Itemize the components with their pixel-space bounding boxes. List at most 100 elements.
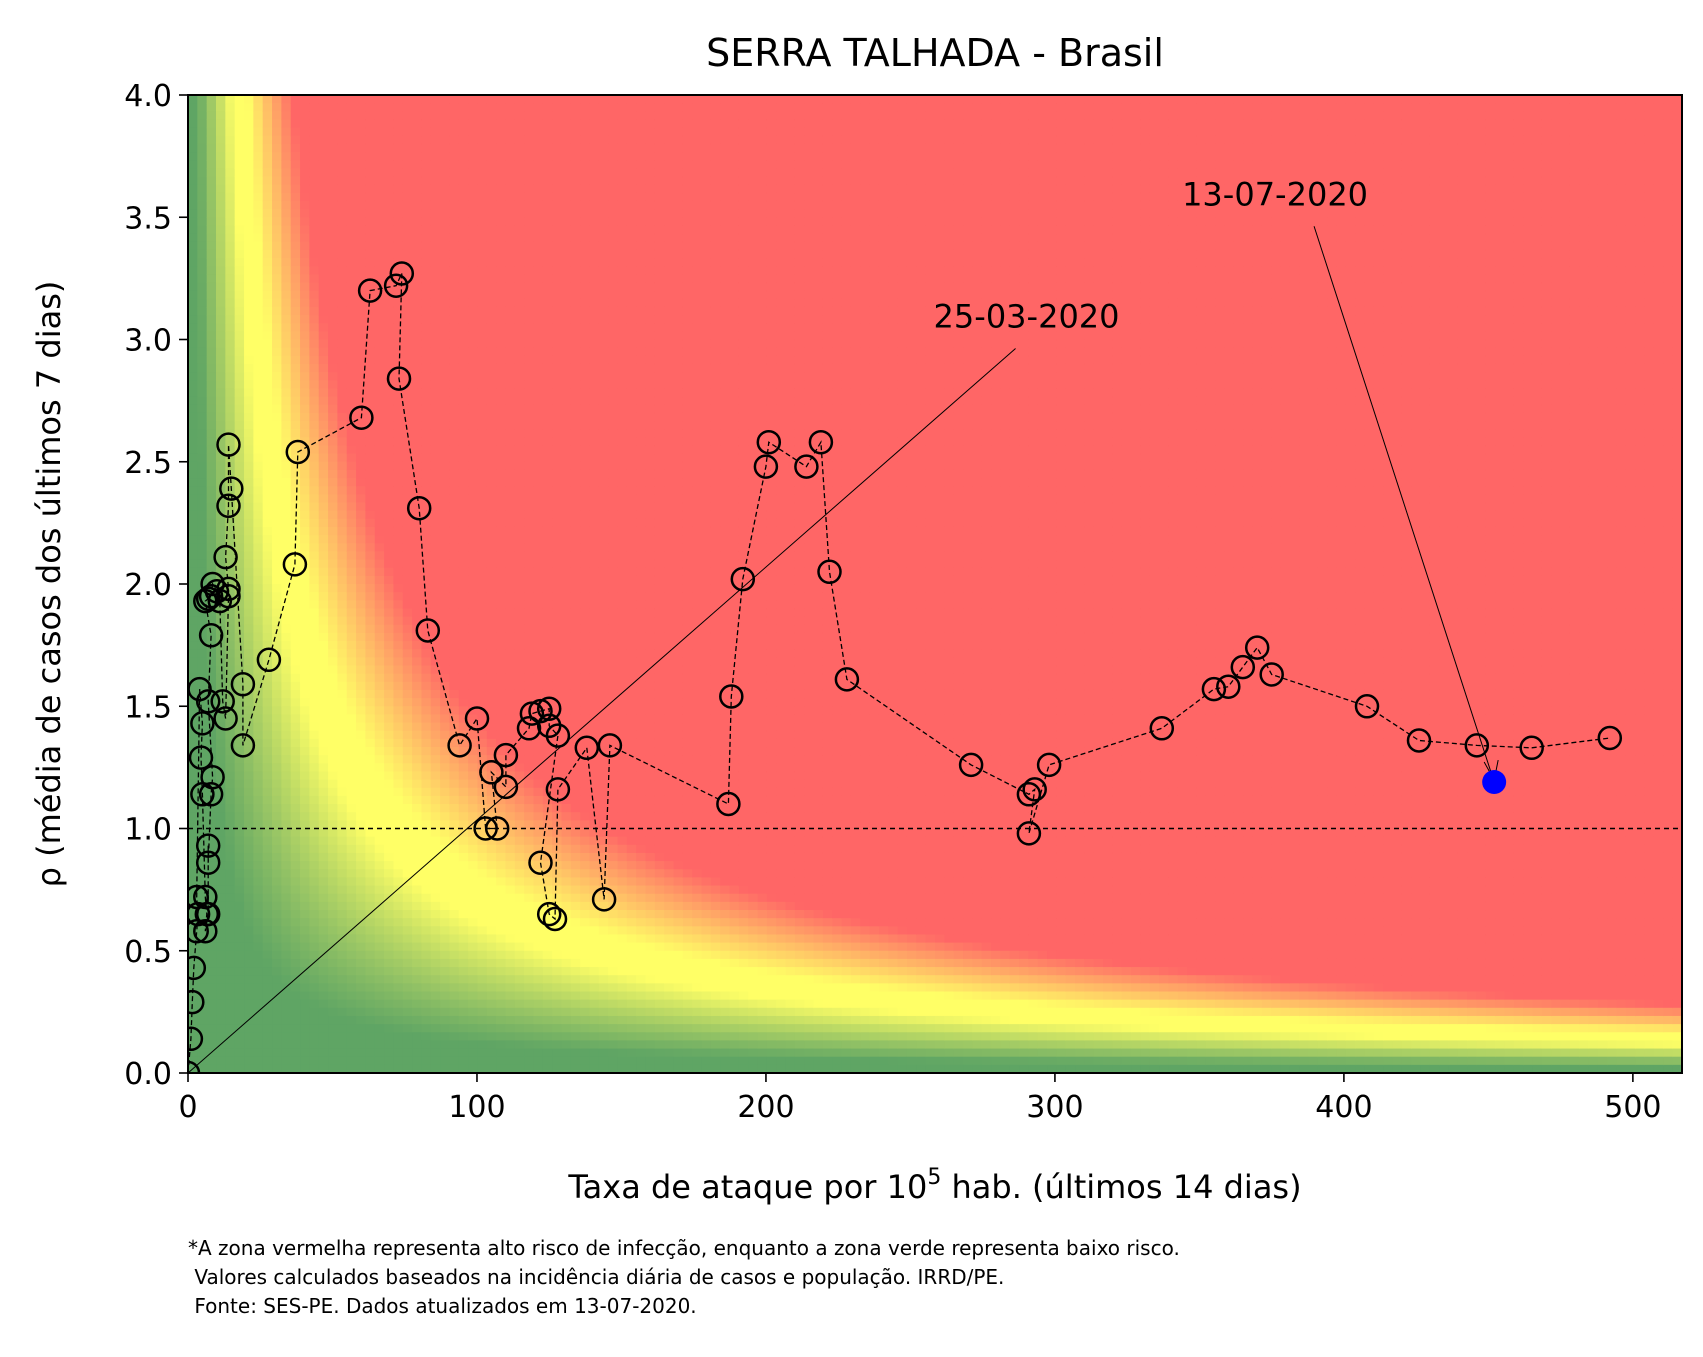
heatmap-cell (449, 152, 460, 161)
heatmap-cell (496, 714, 507, 724)
heatmap-cell (309, 404, 320, 414)
heatmap-cell (337, 331, 348, 341)
heatmap-cell (561, 526, 572, 536)
heatmap-cell (412, 445, 423, 455)
heatmap-cell (486, 934, 497, 944)
heatmap-cell (318, 388, 329, 398)
heatmap-cell (300, 575, 310, 585)
heatmap-cell (234, 176, 245, 186)
heatmap-cell (514, 535, 525, 544)
heatmap-cell (412, 828, 423, 838)
heatmap-cell (290, 632, 301, 642)
heatmap-cell (570, 429, 581, 438)
heatmap-cell (458, 412, 469, 422)
heatmap-cell (318, 1048, 329, 1058)
heatmap-cell (552, 396, 563, 406)
heatmap-cell (421, 910, 432, 919)
heatmap-cell (290, 363, 301, 373)
heatmap-cell (542, 135, 553, 145)
heatmap-cell (244, 543, 254, 552)
heatmap-cell (561, 567, 572, 577)
heatmap-cell (188, 396, 198, 406)
heatmap-cell (272, 616, 282, 626)
heatmap-cell (262, 600, 273, 610)
heatmap-cell (505, 730, 516, 740)
heatmap-cell (514, 323, 525, 332)
heatmap-cell (533, 111, 544, 121)
heatmap-cell (505, 535, 516, 544)
heatmap-cell (524, 266, 535, 275)
heatmap-cell (197, 641, 208, 650)
heatmap-cell (262, 1032, 273, 1041)
heatmap-cell (505, 1015, 516, 1025)
heatmap-cell (514, 510, 525, 520)
heatmap-cell (318, 176, 329, 186)
heatmap-cell (393, 502, 404, 512)
heatmap-cell (346, 363, 357, 373)
heatmap-cell (542, 681, 553, 691)
heatmap-cell (234, 290, 245, 300)
heatmap-cell (486, 698, 497, 707)
heatmap-cell (197, 290, 208, 300)
heatmap-cell (337, 478, 348, 487)
heatmap-cell (346, 184, 357, 194)
heatmap-cell (328, 372, 338, 381)
heatmap-cell (561, 910, 572, 919)
heatmap-cell (281, 681, 292, 691)
heatmap-cell (412, 722, 423, 732)
heatmap-cell (393, 315, 404, 324)
heatmap-cell (440, 347, 451, 357)
heatmap-cell (440, 918, 451, 927)
heatmap-cell (290, 1064, 301, 1073)
heatmap-cell (216, 290, 226, 300)
heatmap-cell (244, 323, 254, 332)
heatmap-cell (468, 200, 479, 210)
heatmap-cell (216, 665, 226, 675)
heatmap-cell (281, 975, 292, 984)
heatmap-cell (440, 437, 451, 447)
heatmap-cell (365, 315, 376, 324)
heatmap-cell (449, 926, 460, 936)
heatmap-cell (197, 926, 208, 936)
heatmap-cell (318, 421, 329, 430)
heatmap-cell (402, 323, 413, 332)
heatmap-cell (524, 306, 535, 316)
heatmap-cell (337, 910, 348, 919)
heatmap-cell (356, 926, 367, 936)
heatmap-cell (440, 999, 451, 1009)
heatmap-cell (561, 152, 572, 161)
heatmap-cell (272, 412, 282, 422)
heatmap-cell (486, 689, 497, 699)
heatmap-cell (421, 844, 432, 854)
heatmap-cell (272, 453, 282, 463)
heatmap-cell (290, 681, 301, 691)
heatmap-cell (384, 861, 395, 870)
heatmap-cell (225, 274, 236, 284)
heatmap-cell (374, 1024, 385, 1033)
heatmap-cell (393, 1024, 404, 1033)
heatmap-cell (430, 119, 441, 129)
heatmap-cell (244, 339, 254, 349)
heatmap-cell (449, 632, 460, 642)
heatmap-cell (272, 469, 282, 479)
heatmap-cell (234, 983, 245, 993)
heatmap-cell (570, 355, 581, 365)
heatmap-cell (290, 1015, 301, 1025)
heatmap-cell (477, 543, 488, 552)
heatmap-cell (206, 592, 217, 601)
heatmap-cell (552, 755, 563, 764)
heatmap-cell (486, 1032, 497, 1041)
heatmap-cell (206, 103, 217, 112)
heatmap-cell (206, 942, 217, 952)
heatmap-cell (440, 388, 451, 398)
heatmap-cell (496, 747, 507, 756)
heatmap-cell (253, 592, 264, 601)
heatmap-cell (318, 861, 329, 870)
heatmap-cell (449, 1064, 460, 1073)
heatmap-cell (524, 828, 535, 838)
heatmap-cell (458, 258, 469, 267)
heatmap-cell (197, 421, 208, 430)
heatmap-cell (533, 241, 544, 251)
heatmap-cell (281, 135, 292, 145)
heatmap-cell (346, 852, 357, 862)
